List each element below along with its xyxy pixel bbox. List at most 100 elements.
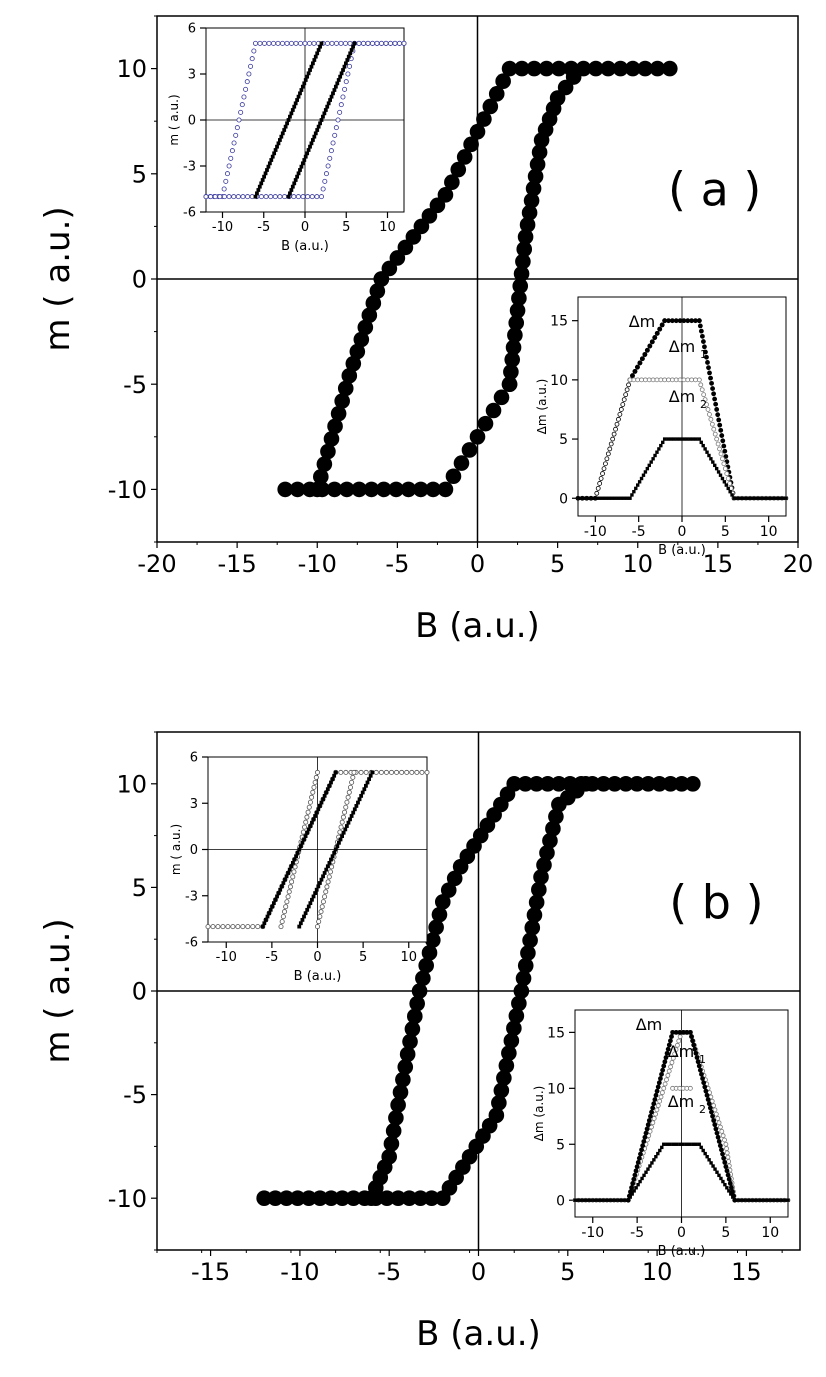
data-point: [507, 327, 523, 343]
dm1-point: [651, 1116, 657, 1121]
panel-a-inset-m: -10 -5 0 5 10 -6 -3 0 3 6 B (a.u.) m ( a.u.): [167, 22, 407, 254]
data-point: [513, 265, 530, 282]
dm-point: [646, 1118, 652, 1123]
data-point: [450, 161, 467, 178]
dm-point: [714, 407, 720, 412]
inset-open-point: [320, 186, 326, 192]
inset-open-point: [356, 40, 362, 46]
panel-b-xtick-label: 10: [642, 1258, 673, 1286]
data-point: [330, 405, 347, 422]
data-point: [505, 339, 522, 356]
dm2-point: [641, 473, 646, 477]
dm2-point: [685, 437, 689, 441]
inset-open-point: [365, 40, 371, 46]
inset-open-point: [226, 163, 232, 169]
inset-open-point: [284, 40, 290, 46]
inset-dm-ylabel: Δm (a.u.): [532, 1086, 546, 1142]
dm1-point: [677, 377, 683, 383]
dm2-point: [770, 1198, 775, 1202]
data-point: [267, 1190, 284, 1206]
inset-square-point: [275, 894, 279, 899]
dm2-point: [660, 1145, 664, 1150]
dm2-point: [720, 476, 725, 481]
dm1-point: [666, 1068, 672, 1074]
dm-point: [643, 1130, 649, 1136]
dm2-point: [642, 1173, 646, 1178]
dm2-point: [625, 496, 629, 500]
data-point: [339, 481, 355, 498]
dm2-point: [747, 496, 751, 500]
dm-point: [620, 402, 626, 407]
dm-point: [677, 1029, 683, 1035]
inset-square-point: [360, 790, 365, 795]
inset-square-point: [306, 827, 311, 832]
inset-m-ytick-label: -3: [185, 889, 198, 904]
panel-a-ytick-label: 5: [132, 160, 147, 188]
dm2-point: [729, 1192, 733, 1196]
dm2-point: [639, 476, 644, 481]
inset-open-point: [399, 769, 405, 775]
inset-square-point: [370, 770, 375, 775]
panel-a-xtick-label: -15: [218, 550, 257, 578]
dm1-point: [689, 377, 695, 383]
dm-point: [638, 1151, 643, 1157]
inset-square-point: [260, 178, 265, 182]
data-point: [651, 776, 668, 792]
dm2-point: [721, 1179, 725, 1184]
inset-open-point: [322, 178, 328, 184]
data-point: [351, 481, 367, 498]
inset-square-point: [262, 174, 267, 179]
dm1-point: [664, 1077, 669, 1083]
dm2-point: [591, 496, 595, 500]
inset-dm-ytick-label: 10: [547, 1081, 565, 1097]
data-point: [588, 60, 604, 77]
inset-square-point: [338, 74, 343, 79]
dm2-point: [620, 1198, 624, 1202]
inset-dm-ytick-label: 5: [556, 1137, 565, 1153]
dm2-point: [694, 437, 698, 441]
data-point: [498, 1057, 515, 1074]
data-point: [515, 970, 532, 987]
dm1-point: [672, 1051, 678, 1057]
dm2-point: [669, 437, 673, 441]
dm2-point: [705, 1155, 709, 1159]
dm2-point: [648, 1164, 652, 1168]
inset-square-point: [289, 188, 294, 192]
inset-open-point: [389, 769, 395, 775]
inset-square-point: [286, 194, 291, 199]
inset-open-point: [338, 40, 344, 46]
data-point: [456, 149, 473, 165]
inset-open-point: [340, 94, 346, 100]
dm2-point: [756, 496, 761, 500]
inset-square-point: [365, 780, 370, 785]
inset-square-point: [368, 773, 373, 778]
inset-square-point: [343, 827, 348, 832]
inset-m-ytick-label: 6: [190, 751, 198, 766]
dm1-point: [714, 436, 720, 442]
inset-square-point: [324, 867, 329, 872]
inset-open-point: [394, 769, 400, 775]
dm-point: [597, 481, 603, 486]
data-point: [517, 776, 534, 792]
inset-square-point: [351, 44, 355, 49]
inset-dm-ytick-label: 15: [550, 314, 568, 330]
dm2-point: [579, 1198, 583, 1202]
dm-point: [649, 1109, 654, 1115]
inset-open-point: [221, 186, 227, 192]
inset-square-point: [341, 830, 346, 835]
dm1-point: [662, 1081, 668, 1087]
inset-square-point: [299, 164, 304, 169]
data-point: [606, 776, 623, 792]
inset-m-xtick-label: 5: [359, 950, 367, 965]
inset-square-point: [348, 817, 352, 822]
inset-open-point: [343, 804, 349, 810]
dm2-point: [657, 447, 661, 451]
data-point: [637, 60, 653, 77]
inset-square-point: [317, 804, 322, 808]
inset-open-point: [304, 814, 310, 820]
data-point: [320, 443, 336, 460]
data-point: [289, 1190, 306, 1206]
data-point: [353, 331, 370, 348]
dm-point: [635, 1160, 641, 1165]
dm-point: [721, 1155, 727, 1161]
